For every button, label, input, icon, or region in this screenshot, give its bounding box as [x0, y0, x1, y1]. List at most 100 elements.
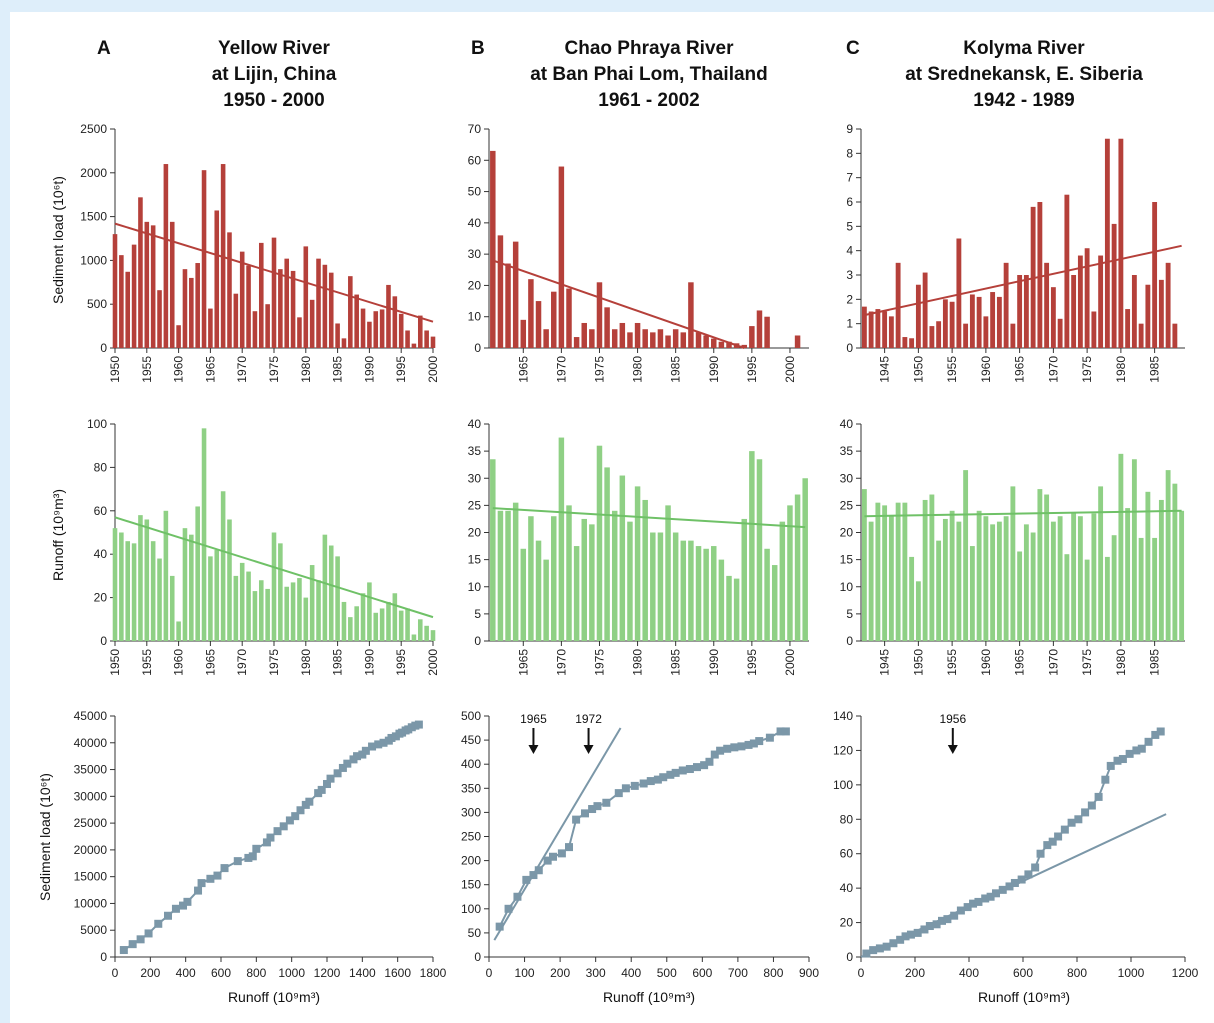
data-point: [992, 889, 1000, 898]
bar: [794, 335, 801, 348]
data-point: [981, 894, 990, 903]
x-tick-label: 1975: [267, 356, 281, 383]
x-tick-label: 200: [550, 966, 570, 980]
data-point: [671, 768, 680, 777]
data-point: [194, 886, 203, 895]
x-tick-label: 1960: [172, 649, 186, 676]
bar: [1172, 483, 1178, 641]
bar: [125, 271, 131, 348]
bar: [596, 445, 603, 641]
bar: [265, 304, 270, 348]
bar: [233, 575, 239, 641]
y-tick-label: 10: [468, 580, 482, 594]
data-point: [755, 737, 764, 746]
data-point: [630, 781, 639, 790]
y-tick-label: 2500: [80, 122, 107, 136]
bar: [252, 591, 258, 641]
panel-title-line2: at Ban Phai Lom, Thailand: [530, 64, 768, 85]
bar: [581, 322, 587, 348]
panel-c: C Kolyma River at Srednekansk, E. Siberi…: [846, 38, 1143, 1005]
bar: [239, 251, 245, 348]
data-point: [326, 774, 335, 783]
y-tick-label: 0: [474, 950, 481, 964]
bar: [665, 505, 671, 641]
y-tick-label: 300: [461, 805, 481, 819]
trend-line: [864, 244, 1182, 317]
trend-line: [492, 259, 745, 349]
trend-line: [114, 222, 434, 323]
bar: [726, 341, 732, 348]
x-tick-label: 400: [176, 966, 196, 980]
y-tick-label: 40: [468, 417, 482, 431]
y-tick-label: 0: [846, 634, 853, 648]
x-tick-label: 1950: [911, 356, 925, 383]
bar: [341, 601, 347, 641]
bar: [1071, 513, 1077, 641]
bar: [505, 510, 511, 641]
bar: [144, 519, 150, 641]
data-point: [543, 856, 552, 865]
y-tick-label: 15000: [74, 870, 108, 884]
data-point: [882, 942, 891, 951]
data-point: [998, 885, 1007, 894]
bar: [976, 296, 982, 348]
bar: [490, 150, 496, 348]
bar: [969, 546, 975, 641]
data-point: [1060, 825, 1069, 834]
bar: [868, 311, 874, 348]
data-point: [119, 946, 128, 955]
panel-title-line2: at Lijin, China: [212, 64, 337, 85]
bar: [1152, 537, 1158, 641]
y-tick-label: 35: [468, 444, 482, 458]
y-tick-label: 35: [840, 444, 854, 458]
x-tick-label: 1950: [108, 649, 122, 676]
bar: [176, 325, 181, 348]
bar: [909, 556, 915, 641]
bar: [741, 344, 747, 348]
data-point: [723, 744, 732, 753]
bar: [1017, 551, 1023, 641]
bar: [258, 580, 264, 641]
bar: [611, 510, 618, 641]
bar: [1158, 499, 1164, 641]
data-point: [565, 843, 573, 852]
y-tick-label: 5: [846, 219, 853, 233]
data-point: [685, 765, 694, 774]
bar: [131, 543, 137, 641]
bar: [290, 270, 296, 348]
x-tick-label: 1200: [1172, 966, 1199, 980]
bar: [1057, 516, 1063, 641]
bar: [1084, 559, 1090, 641]
data-point: [705, 757, 714, 766]
y-tick-label: 8: [846, 146, 853, 160]
x-tick-label: 1985: [1148, 356, 1162, 383]
x-tick-label: 200: [140, 966, 160, 980]
data-point: [602, 798, 611, 807]
bar: [335, 556, 340, 641]
bar: [316, 580, 321, 641]
panel-letter: C: [846, 38, 860, 59]
trend-line: [114, 516, 434, 619]
bar: [271, 237, 277, 348]
data-point: [368, 742, 377, 751]
bar: [929, 326, 935, 348]
bar: [949, 510, 955, 641]
y-tick-label: 40: [468, 216, 482, 230]
bar: [650, 532, 656, 641]
bar: [411, 634, 417, 641]
data-point: [266, 833, 275, 842]
bar: [290, 582, 296, 641]
data-point: [875, 944, 884, 953]
data-point: [549, 852, 557, 861]
data-point: [495, 922, 504, 931]
bar: [208, 556, 213, 641]
runoff-y-axis-label: Runoff (10⁹m³): [50, 489, 66, 581]
bar: [201, 428, 207, 641]
bar: [490, 459, 496, 641]
chart-b-runoff: 0 5 10 15 20 25 30 35 40 1965 1970 1975 1980 1985 1990…: [468, 417, 809, 676]
chart-b-sediment: 0 10 20 30 40 50 60 70 1965 1970 1975 1980 1985 1990 1…: [468, 122, 809, 383]
arrow-label: 1965: [520, 712, 547, 726]
x-tick-label: 500: [657, 966, 677, 980]
cumulative-x-axis-label: Runoff (10⁹m³): [228, 989, 320, 1005]
